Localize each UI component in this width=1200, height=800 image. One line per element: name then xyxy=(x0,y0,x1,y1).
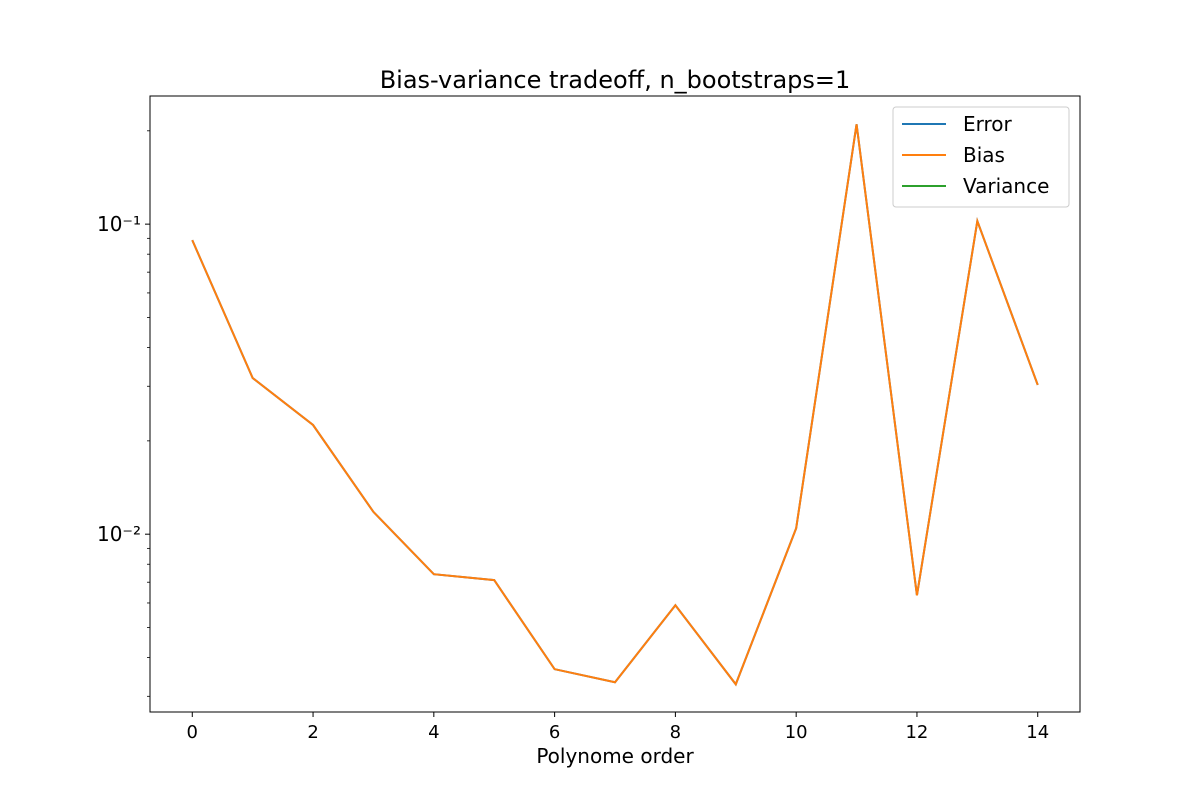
x-tick-label: 10 xyxy=(785,722,808,743)
x-tick-label: 4 xyxy=(428,722,439,743)
x-tick-label: 6 xyxy=(549,722,560,743)
series-line xyxy=(191,124,1039,687)
y-tick-label: 10⁻¹ xyxy=(97,212,141,236)
legend-box xyxy=(892,106,1070,208)
plot-frame xyxy=(149,95,1081,713)
legend-label: Variance xyxy=(963,174,1049,198)
x-tick-label: 14 xyxy=(1026,722,1049,743)
x-axis-label: Polynome order xyxy=(536,744,694,768)
legend-label: Error xyxy=(963,112,1013,136)
chart-title: Bias-variance tradeoff, n_bootstraps=1 xyxy=(380,66,851,94)
legend-label: Bias xyxy=(963,143,1005,167)
x-tick-label: 0 xyxy=(187,722,198,743)
series-line xyxy=(191,124,1039,687)
x-tick-label: 2 xyxy=(307,722,318,743)
y-tick-label: 10⁻² xyxy=(97,522,141,546)
x-tick-label: 12 xyxy=(905,722,928,743)
x-tick-label: 8 xyxy=(670,722,681,743)
